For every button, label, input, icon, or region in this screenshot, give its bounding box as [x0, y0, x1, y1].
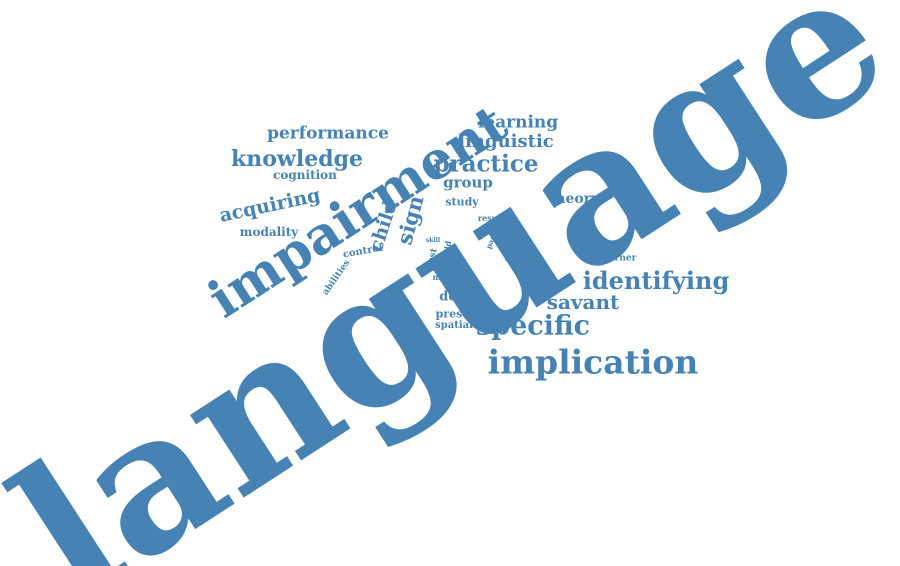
word-skill: skill — [425, 237, 441, 244]
word-odd: odd — [440, 239, 454, 259]
word-spatial: spatial — [435, 320, 473, 331]
word-identifying: identifying — [582, 266, 730, 295]
word-performance: performance — [267, 123, 389, 144]
word-savant: savant — [546, 290, 620, 314]
word-learner: learner — [599, 253, 637, 264]
word-specific: specific — [475, 310, 591, 342]
word-deaf: deaf — [439, 289, 471, 305]
word-knowledge: knowledge — [231, 146, 363, 172]
word-practice: practice — [433, 150, 539, 178]
word-present: present — [435, 307, 483, 321]
word-cognition: cognition — [273, 168, 337, 182]
word-learning: learning — [477, 112, 559, 133]
word-motor: motor — [432, 272, 460, 282]
word-study: study — [445, 195, 479, 209]
word-implication: implication — [487, 342, 699, 382]
word-result: result — [477, 213, 505, 223]
word-group: group — [443, 173, 493, 192]
word-linguistic: linguistic — [458, 131, 554, 152]
word-modality: modality — [239, 225, 299, 239]
word-theory: theory — [548, 191, 600, 207]
